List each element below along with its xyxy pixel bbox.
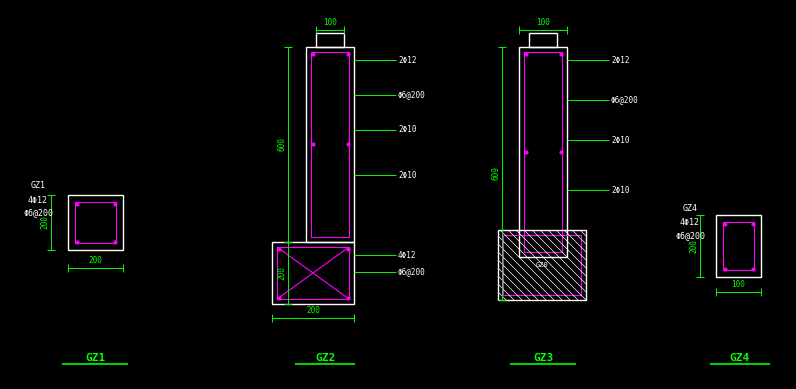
Text: 100: 100 — [732, 280, 745, 289]
Bar — [529, 33, 557, 47]
Text: 600: 600 — [278, 138, 287, 151]
Text: GZ2: GZ2 — [315, 353, 335, 363]
Bar — [316, 33, 344, 47]
Text: 2Φ12: 2Φ12 — [611, 56, 630, 65]
Text: 100: 100 — [536, 18, 550, 27]
Text: Φ6@200: Φ6@200 — [675, 231, 705, 240]
Bar — [723, 222, 754, 270]
Bar — [519, 47, 567, 257]
Text: Φ6@200: Φ6@200 — [398, 268, 426, 277]
Text: 200: 200 — [689, 239, 699, 253]
Text: GZ4: GZ4 — [682, 203, 697, 212]
Text: 2Φ10: 2Φ10 — [611, 135, 630, 144]
Text: Φ6@200: Φ6@200 — [611, 96, 638, 105]
Bar — [306, 47, 354, 242]
Bar — [272, 242, 354, 304]
Text: Φ6@200: Φ6@200 — [23, 209, 53, 217]
Text: 200: 200 — [41, 216, 49, 230]
Text: GZ4: GZ4 — [730, 353, 750, 363]
Text: 4Φ12: 4Φ12 — [398, 251, 416, 259]
Bar — [75, 202, 116, 243]
Bar — [68, 195, 123, 250]
Text: 2Φ10: 2Φ10 — [611, 186, 630, 194]
Text: GZ0: GZ0 — [536, 262, 548, 268]
Bar — [524, 52, 562, 252]
Text: 200: 200 — [278, 266, 287, 280]
Text: 609: 609 — [491, 166, 501, 180]
Text: GZ1: GZ1 — [85, 353, 105, 363]
Text: GZ1: GZ1 — [30, 180, 45, 189]
Text: 2Φ12: 2Φ12 — [398, 56, 416, 65]
Text: 200: 200 — [306, 306, 320, 315]
Text: Φ6@200: Φ6@200 — [398, 91, 426, 100]
Text: 4Φ12: 4Φ12 — [680, 217, 700, 226]
Bar — [503, 235, 581, 295]
Text: 200: 200 — [88, 256, 103, 265]
Text: 4Φ12: 4Φ12 — [28, 196, 48, 205]
Bar — [498, 230, 586, 300]
Bar — [311, 52, 349, 237]
Bar — [277, 247, 349, 299]
Text: 2Φ10: 2Φ10 — [398, 170, 416, 179]
Bar — [716, 215, 761, 277]
Text: GZ3: GZ3 — [533, 353, 553, 363]
Text: 2Φ10: 2Φ10 — [398, 126, 416, 135]
Text: 100: 100 — [323, 18, 337, 27]
